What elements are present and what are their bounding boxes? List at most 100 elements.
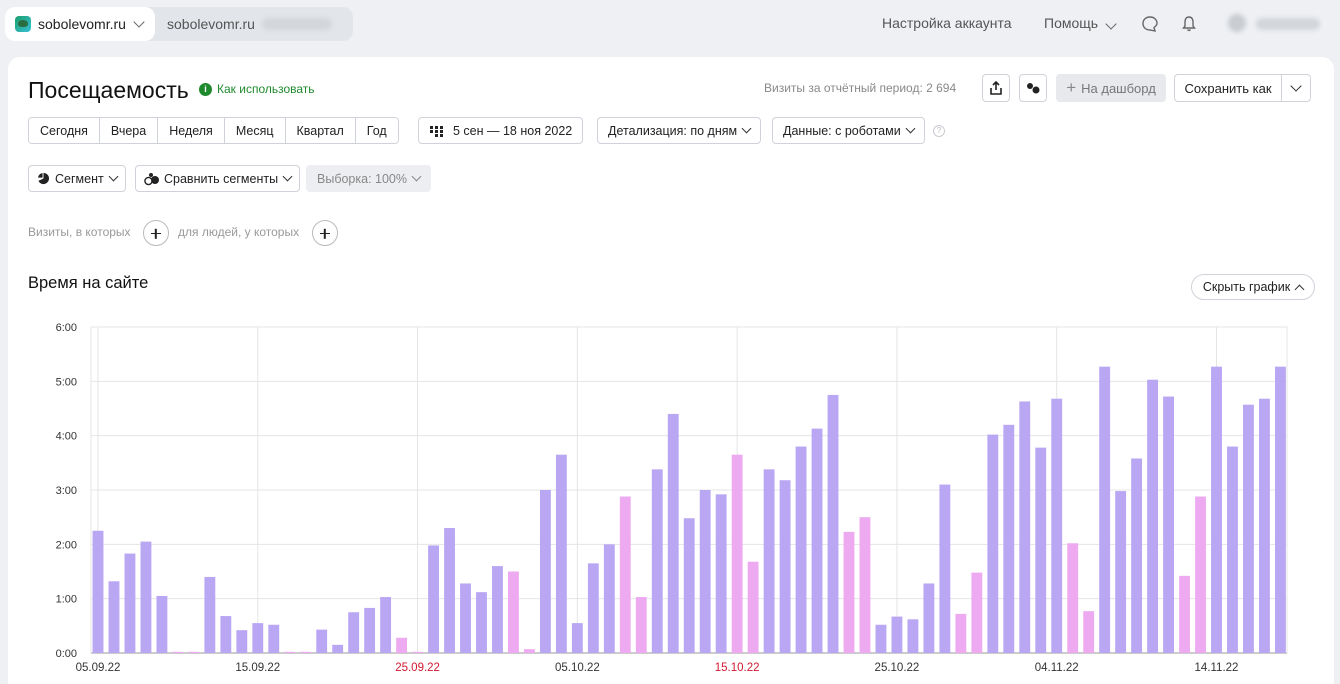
chart-bar[interactable] — [316, 629, 328, 653]
data-mode-dropdown[interactable]: Данные: с роботами — [772, 117, 925, 144]
chart-bar[interactable] — [1099, 366, 1111, 653]
help-menu[interactable]: Помощь — [1044, 15, 1117, 31]
chart-bar[interactable] — [987, 434, 999, 653]
chart-bar[interactable] — [1067, 543, 1079, 653]
hide-chart-button[interactable]: Скрыть график — [1191, 274, 1315, 300]
chart-bar[interactable] — [508, 571, 519, 654]
export-button[interactable] — [982, 74, 1010, 102]
chart-bar[interactable] — [172, 651, 184, 653]
chart-bar[interactable] — [156, 595, 168, 653]
segment-dropdown[interactable]: Сегмент — [28, 165, 126, 192]
chart-bar[interactable] — [1243, 404, 1254, 653]
chart-bar[interactable] — [1274, 366, 1286, 653]
to-dashboard-button[interactable]: + На дашборд — [1056, 74, 1166, 102]
chart-bar[interactable] — [763, 469, 775, 653]
chart-bar[interactable] — [188, 651, 200, 653]
chart-bar[interactable] — [715, 494, 727, 653]
chart-bar[interactable] — [1147, 379, 1159, 653]
chart-bar[interactable] — [827, 394, 839, 653]
sample-dropdown[interactable]: Выборка: 100% — [306, 165, 431, 192]
date-range-picker[interactable]: 5 сен — 18 ноя 2022 — [418, 117, 584, 144]
save-as-dropdown[interactable] — [1281, 74, 1311, 102]
chart-bar[interactable] — [859, 517, 871, 653]
chart-bar[interactable] — [444, 528, 455, 653]
chart-bar[interactable] — [667, 413, 679, 653]
chart-bar[interactable] — [955, 613, 967, 653]
chart-bar[interactable] — [1003, 424, 1015, 653]
chart-bar[interactable] — [204, 576, 216, 653]
chart-bar[interactable] — [747, 561, 759, 653]
chart-bar[interactable] — [971, 572, 983, 653]
chart-bar[interactable] — [396, 637, 408, 653]
chart-bar[interactable] — [619, 496, 631, 653]
chart-bar[interactable] — [843, 531, 855, 653]
chart-bar[interactable] — [1035, 447, 1047, 653]
bell-icon[interactable] — [1179, 14, 1199, 34]
period-today[interactable]: Сегодня — [29, 118, 100, 143]
chart-bar[interactable] — [1195, 496, 1206, 653]
chart-bar[interactable] — [555, 454, 567, 653]
chart-bar[interactable] — [428, 545, 439, 653]
period-yesterday[interactable]: Вчера — [99, 118, 159, 143]
chart-bar[interactable] — [300, 651, 312, 653]
site-selector-second[interactable]: sobolevomr.ru — [167, 16, 255, 32]
chart-bar[interactable] — [460, 583, 471, 653]
chart-bar[interactable] — [875, 624, 887, 653]
chart-bar[interactable] — [108, 581, 120, 653]
chart-bar[interactable] — [699, 490, 711, 653]
chart-bar[interactable] — [587, 563, 599, 653]
period-week[interactable]: Неделя — [158, 118, 225, 143]
user-login-blurred[interactable] — [1256, 18, 1320, 30]
how-to-use-link[interactable]: i Как использовать — [199, 82, 315, 96]
chart-bar[interactable] — [907, 619, 919, 653]
chart-bar[interactable] — [635, 597, 647, 653]
chart-bar[interactable] — [236, 630, 248, 653]
chart-bar[interactable] — [92, 530, 104, 653]
add-visit-filter-button[interactable] — [143, 220, 169, 246]
chart-bar[interactable] — [683, 518, 695, 653]
chart-bar[interactable] — [1083, 611, 1095, 653]
chart-bar[interactable] — [492, 566, 503, 653]
save-as-button[interactable]: Сохранить как — [1174, 74, 1282, 102]
chart-bar[interactable] — [1227, 446, 1238, 653]
chart-bar[interactable] — [891, 616, 903, 653]
period-month[interactable]: Месяц — [224, 118, 286, 143]
chart-bar[interactable] — [523, 649, 535, 653]
chart-bar[interactable] — [348, 612, 360, 653]
chart-bar[interactable] — [731, 454, 743, 653]
chart-bar[interactable] — [476, 592, 487, 653]
compare-segments-dropdown[interactable]: Сравнить сегменты — [135, 165, 301, 192]
chart-bar[interactable] — [284, 651, 296, 653]
site-selector-active[interactable]: sobolevomr.ru — [5, 7, 155, 41]
chart-bar[interactable] — [268, 624, 280, 653]
chart-bar[interactable] — [939, 484, 951, 653]
add-people-filter-button[interactable] — [312, 220, 338, 246]
chart-bar[interactable] — [364, 607, 376, 653]
detail-dropdown[interactable]: Детализация: по дням — [597, 117, 762, 144]
chart-bar[interactable] — [1211, 366, 1222, 653]
chart-bar[interactable] — [603, 544, 615, 653]
chart-bar[interactable] — [332, 644, 344, 653]
chat-icon[interactable] — [1140, 14, 1160, 34]
chart-bar[interactable] — [539, 490, 551, 653]
chart-bar[interactable] — [412, 651, 424, 653]
chart-bar[interactable] — [811, 428, 823, 653]
chart-bar[interactable] — [1259, 398, 1270, 653]
chart-bar[interactable] — [124, 553, 136, 653]
chart-bar[interactable] — [220, 616, 232, 653]
period-quarter[interactable]: Квартал — [285, 118, 356, 143]
chart-bar[interactable] — [380, 597, 392, 653]
avatar[interactable] — [1228, 14, 1246, 32]
chart-bar[interactable] — [1179, 575, 1190, 653]
account-settings-link[interactable]: Настройка аккаунта — [882, 15, 1012, 31]
period-year[interactable]: Год — [355, 118, 398, 143]
chart-bar[interactable] — [779, 480, 791, 653]
chart-bar[interactable] — [1131, 458, 1143, 653]
chart-bar[interactable] — [252, 623, 264, 653]
chart-bar[interactable] — [795, 446, 807, 653]
chart-bar[interactable] — [1115, 491, 1127, 653]
chart-bar[interactable] — [140, 541, 152, 653]
chart-bar[interactable] — [571, 623, 583, 653]
chart-type-button[interactable] — [1019, 74, 1047, 102]
chart-bar[interactable] — [1051, 398, 1063, 653]
